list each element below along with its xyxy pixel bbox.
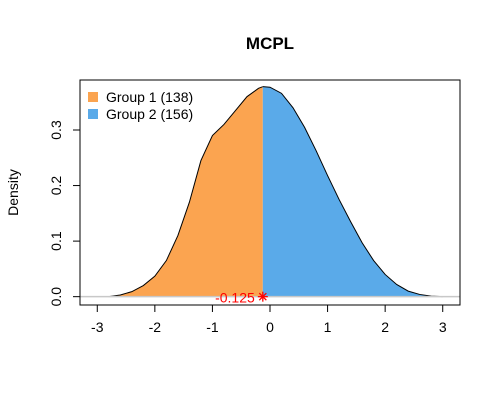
y-tick-label: 0.2 [48,176,64,196]
legend: Group 1 (138)Group 2 (156) [88,89,193,122]
legend-swatch [88,109,98,119]
x-tick-label: -2 [149,319,162,335]
y-axis-label: Density [5,169,21,216]
split-marker [257,291,268,302]
legend-label: Group 1 (138) [106,89,193,105]
density-areas [108,86,443,298]
x-tick-label: 0 [266,319,274,335]
legend-label: Group 2 (156) [106,106,193,122]
density-area-group-2 [262,86,443,297]
x-tick-label: -1 [206,319,219,335]
split-value-label: -0.125 [215,290,255,306]
density-area-group-1 [108,86,263,297]
legend-swatch [88,92,98,102]
x-tick-label: 1 [324,319,332,335]
chart-title: MCPL [246,34,294,53]
axes: -3 -2 -1 0 1 2 3 0.0 0.1 0.2 0.3 [48,79,461,335]
y-tick-label: 0.3 [48,120,64,140]
x-tick-label: 2 [381,319,389,335]
y-tick-label: 0.0 [48,287,64,307]
split-marker-stroke [258,292,267,301]
density-outline-group-1 [108,86,263,298]
x-tick-label: -3 [91,319,104,335]
x-tick-label: 3 [439,319,447,335]
density-outline-group-2 [262,86,443,298]
y-tick-label: 0.1 [48,231,64,251]
split-annotation: -0.125 [215,290,268,306]
